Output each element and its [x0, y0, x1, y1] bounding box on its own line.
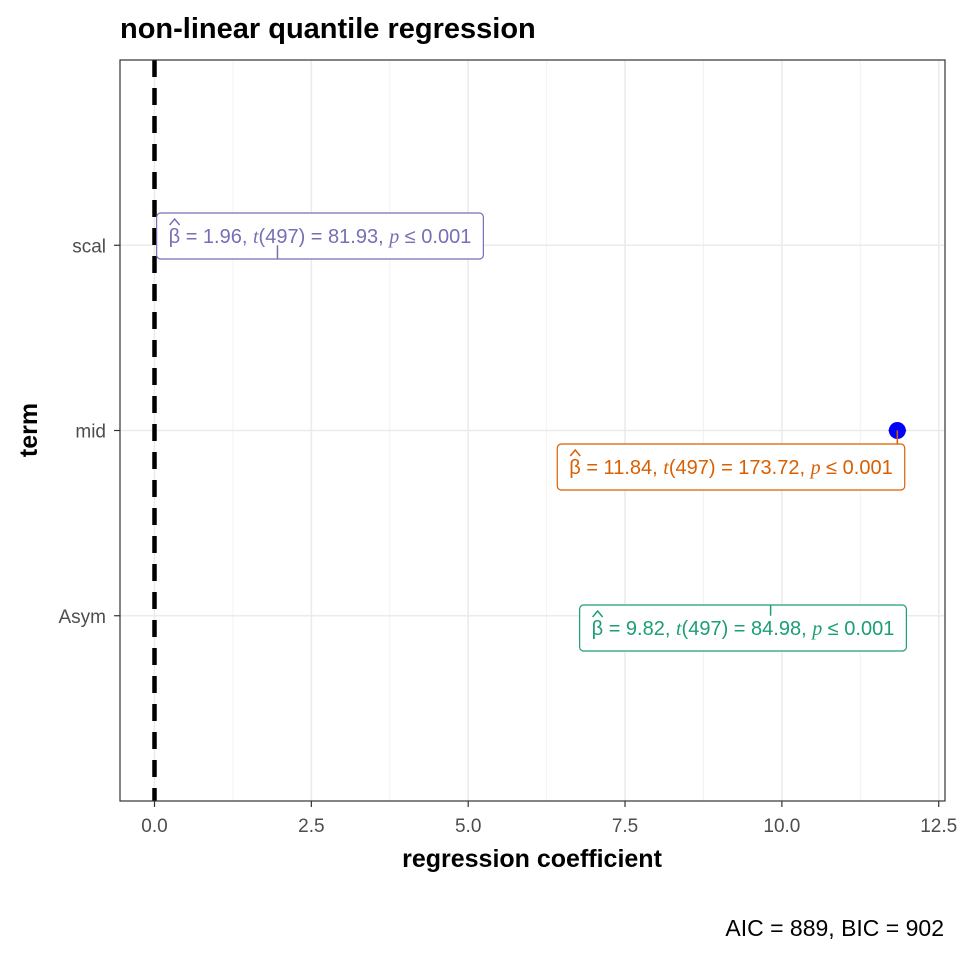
t-value: = 81.93,	[305, 226, 389, 248]
y-tick-label: mid	[75, 422, 106, 443]
x-tick-label: 10.0	[763, 816, 800, 837]
label-box	[156, 212, 484, 260]
coef-label-text: β = 9.82, t(497) = 84.98, p ≤ 0.001	[592, 618, 895, 640]
beta-value: = 11.84,	[581, 457, 663, 479]
model-fit-caption: AIC = 889, BIC = 902	[725, 915, 944, 941]
hat-accent	[592, 609, 604, 618]
degrees-of-freedom: (497)	[259, 226, 306, 248]
grid	[120, 60, 945, 801]
t-value: = 84.98,	[728, 618, 812, 640]
chart-title: non-linear quantile regression	[120, 13, 536, 45]
t-symbol: t	[676, 618, 682, 640]
coef-label-text: β = 11.84, t(497) = 173.72, p ≤ 0.001	[569, 457, 892, 479]
coef-label: β = 1.96, t(497) = 81.93, p ≤ 0.001	[156, 212, 484, 260]
x-tick-label: 0.0	[141, 816, 167, 837]
x-axis-title: regression coefficient	[402, 845, 662, 873]
y-tick-label: Asym	[59, 607, 107, 628]
beta-value: = 9.82,	[603, 618, 676, 640]
x-tick-label: 2.5	[298, 816, 324, 837]
label-box	[579, 604, 907, 652]
coef-label: β = 11.84, t(497) = 173.72, p ≤ 0.001	[556, 443, 906, 491]
x-tick-label: 7.5	[612, 816, 638, 837]
p-symbol: p	[809, 457, 821, 479]
label-box	[556, 443, 906, 491]
y-axis: Asym mid scal	[59, 236, 120, 628]
t-symbol: t	[663, 457, 669, 479]
x-axis: 0.0 2.5 5.0 7.5 10.0 12.5	[141, 801, 957, 837]
coef-label: β = 9.82, t(497) = 84.98, p ≤ 0.001	[579, 604, 907, 652]
y-tick-label: scal	[72, 236, 106, 257]
x-tick-label: 5.0	[455, 816, 481, 837]
p-value: ≤ 0.001	[821, 457, 893, 479]
x-tick-label: 12.5	[920, 816, 957, 837]
degrees-of-freedom: (497)	[682, 618, 729, 640]
p-value: ≤ 0.001	[822, 618, 894, 640]
y-axis-title: term	[15, 403, 43, 457]
hat-accent	[569, 448, 581, 457]
beta-value: = 1.96,	[180, 226, 253, 248]
coef-label-text: β = 1.96, t(497) = 81.93, p ≤ 0.001	[169, 226, 472, 248]
p-value: ≤ 0.001	[399, 226, 471, 248]
t-value: = 173.72,	[716, 457, 811, 479]
p-symbol: p	[810, 618, 822, 640]
degrees-of-freedom: (497)	[669, 457, 716, 479]
p-symbol: p	[387, 226, 399, 248]
beta-symbol: β	[592, 618, 604, 640]
beta-symbol: β	[169, 226, 181, 248]
t-symbol: t	[253, 226, 259, 248]
beta-symbol: β	[569, 457, 581, 479]
hat-accent	[169, 217, 181, 226]
